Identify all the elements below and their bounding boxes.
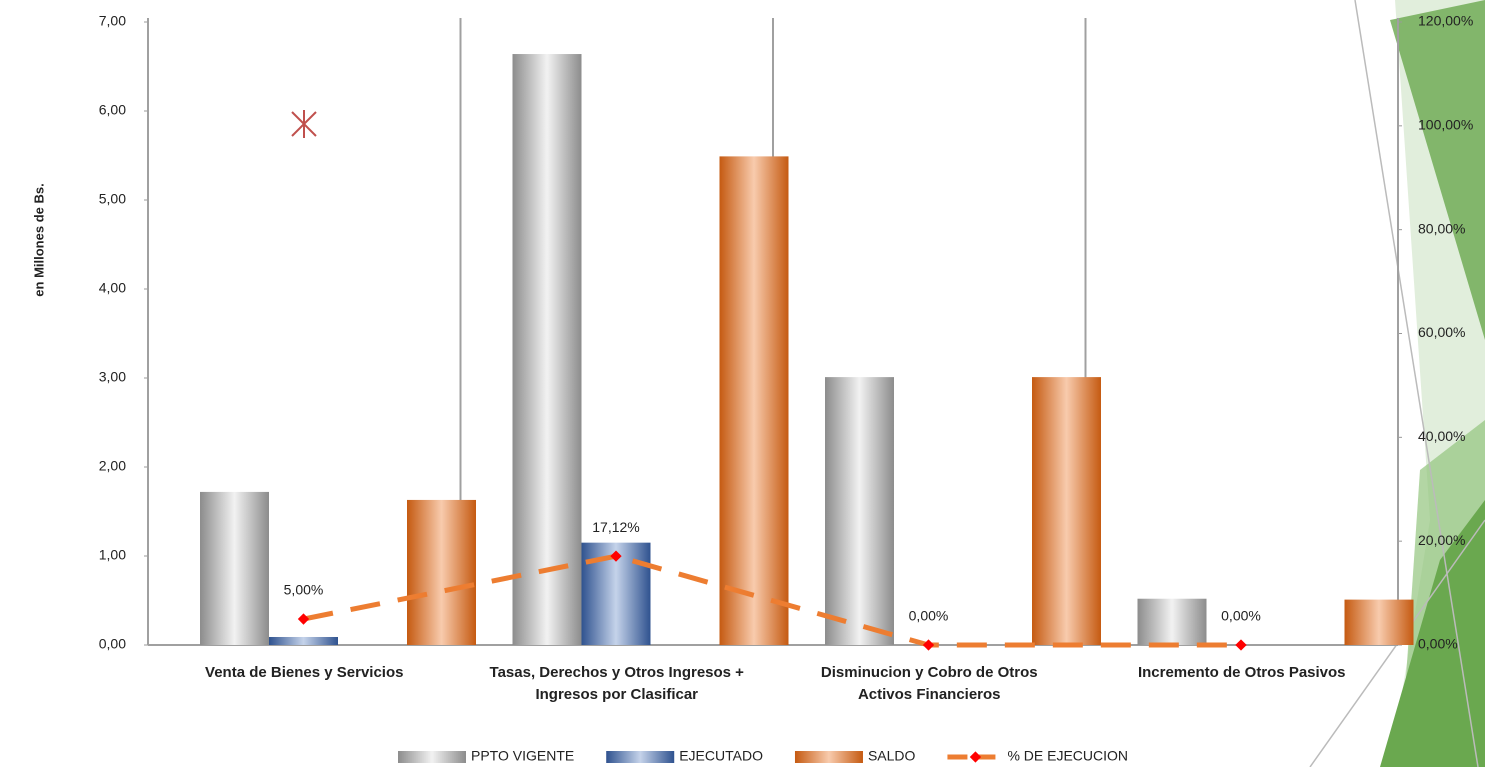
y2-tick-label: 100,00% bbox=[1418, 117, 1473, 133]
marker bbox=[610, 550, 622, 562]
bar bbox=[200, 491, 269, 645]
bar bbox=[407, 499, 476, 645]
y-tick-label: 2,00 bbox=[99, 458, 126, 474]
y2-tick-label: 20,00% bbox=[1418, 532, 1465, 548]
bar bbox=[512, 54, 582, 646]
y-tick-label: 4,00 bbox=[99, 280, 126, 296]
data-label: 0,00% bbox=[1221, 608, 1261, 624]
decoration bbox=[291, 0, 1485, 767]
legend-label: % DE EJECUCION bbox=[1007, 748, 1128, 764]
y-tick-label: 7,00 bbox=[99, 13, 126, 29]
data-label: 0,00% bbox=[909, 608, 949, 624]
x-tick-label: Incremento de Otros Pasivos bbox=[1138, 664, 1346, 681]
y-tick-label: 6,00 bbox=[99, 102, 126, 118]
legend-label: SALDO bbox=[868, 748, 916, 764]
marker bbox=[922, 639, 935, 651]
bar bbox=[1344, 599, 1414, 645]
line-series bbox=[303, 553, 1241, 648]
y2-tick-label: 60,00% bbox=[1418, 324, 1465, 340]
y-tick-label: 0,00 bbox=[99, 636, 126, 652]
legend-label: EJECUTADO bbox=[679, 748, 763, 764]
y2-tick-label: 120,00% bbox=[1418, 13, 1473, 29]
bar bbox=[825, 377, 894, 645]
y-tick-label: 5,00 bbox=[99, 191, 126, 207]
bar bbox=[269, 636, 338, 645]
legend-swatch bbox=[606, 751, 675, 763]
legend-swatch bbox=[398, 751, 466, 763]
marker bbox=[1235, 639, 1247, 651]
y-tick-label: 3,00 bbox=[99, 369, 126, 385]
y-tick-label: 1,00 bbox=[99, 547, 126, 563]
data-label: 5,00% bbox=[284, 582, 324, 598]
y2-tick-label: 40,00% bbox=[1418, 428, 1465, 444]
y2-tick-label: 0,00% bbox=[1418, 636, 1458, 652]
x-tick-label: Venta de Bienes y Servicios bbox=[205, 664, 403, 681]
data-label: 17,12% bbox=[592, 519, 639, 535]
legend-swatch bbox=[794, 751, 863, 763]
y-axis-title: en Millones de Bs. bbox=[31, 183, 46, 296]
x-tick-label: Disminucion y Cobro de Otros Activos Fina… bbox=[821, 664, 1038, 703]
legend-marker bbox=[969, 751, 982, 763]
y2-tick-label: 80,00% bbox=[1418, 220, 1465, 236]
marker bbox=[297, 613, 310, 625]
legend-label: PPTO VIGENTE bbox=[471, 748, 574, 764]
x-tick-label: Tasas, Derechos y Otros Ingresos + Ingres… bbox=[490, 664, 745, 703]
bar bbox=[719, 156, 789, 645]
bar bbox=[1032, 377, 1101, 645]
bar bbox=[1137, 598, 1207, 645]
